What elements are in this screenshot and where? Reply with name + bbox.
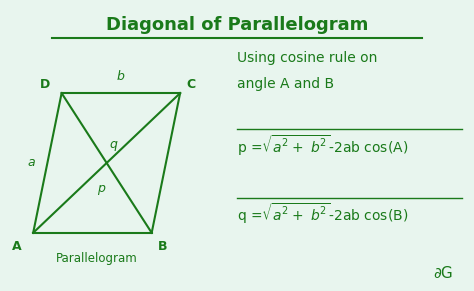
Text: Diagonal of Parallelogram: Diagonal of Parallelogram [106,16,368,34]
Text: A: A [12,240,21,253]
Text: q =$\sqrt{a^2+\ b^2}$-2ab cos(B): q =$\sqrt{a^2+\ b^2}$-2ab cos(B) [237,201,408,226]
Text: B: B [157,240,167,253]
Text: ∂G: ∂G [433,266,453,281]
Text: a: a [28,157,36,169]
Text: p: p [97,182,105,195]
Text: angle A and B: angle A and B [237,77,334,91]
Text: q: q [109,138,117,151]
Text: p =$\sqrt{a^2+\ b^2}$-2ab cos(A): p =$\sqrt{a^2+\ b^2}$-2ab cos(A) [237,133,408,158]
Text: b: b [117,70,125,83]
Text: Using cosine rule on: Using cosine rule on [237,51,377,65]
Text: D: D [39,78,50,91]
Text: C: C [186,78,195,91]
Text: Parallelogram: Parallelogram [56,253,138,265]
